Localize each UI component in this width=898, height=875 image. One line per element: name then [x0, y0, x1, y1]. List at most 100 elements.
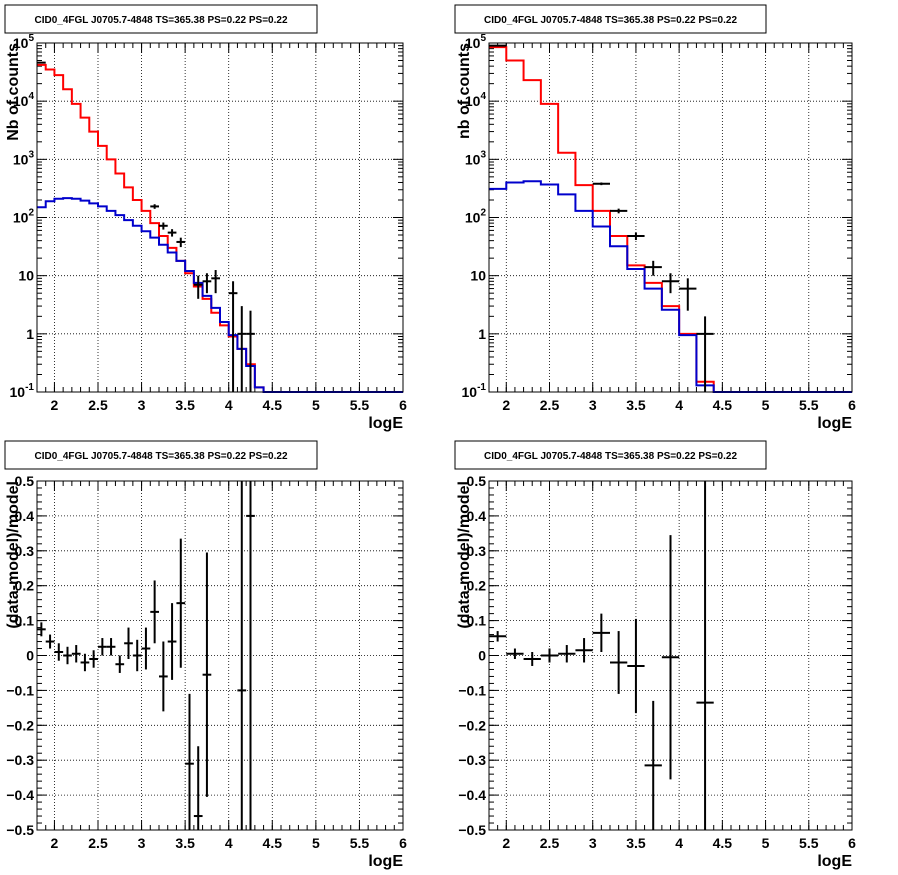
- y-tick-label: 0.3: [15, 543, 35, 559]
- x-tick-label: 6: [399, 835, 407, 851]
- y-tick-label: 10: [470, 268, 486, 284]
- x-tick-label: 2.5: [540, 397, 560, 413]
- y-tick-label: 1: [26, 326, 34, 342]
- y-tick-label: 0.4: [15, 508, 35, 524]
- x-tick-label: 2: [51, 835, 59, 851]
- y-tick-label: 102: [465, 208, 487, 226]
- title-box: [4, 4, 318, 34]
- data-point: [644, 260, 662, 276]
- x-tick-label: 5: [312, 397, 320, 413]
- chart-bottom-left: 2 2.5 3 3.5 4 4.5 5 5.5 6 −0.5 −0.4 −0.3 −0.2 −0.1 0 0.…: [4, 440, 407, 870]
- data-point: [150, 580, 159, 644]
- x-tick-label: 5: [312, 835, 320, 851]
- x-tick-label: 3: [138, 397, 146, 413]
- y-axis-title: nb of counts: [456, 43, 473, 139]
- x-tick-label: 3: [589, 397, 597, 413]
- data-point: [71, 645, 81, 663]
- data-point: [627, 618, 645, 714]
- data-point: [115, 655, 125, 673]
- x-tick-label: 2: [51, 397, 59, 413]
- y-tick-label: −0.1: [458, 682, 486, 698]
- data-point: [610, 208, 628, 214]
- data-point: [167, 603, 177, 680]
- data-point: [211, 270, 220, 294]
- chart-title: CID0_4FGL J0705.7-4848 TS=365.38 PS=0.22…: [484, 15, 737, 26]
- data-point: [575, 638, 593, 663]
- y-tick-label: 103: [465, 149, 487, 167]
- y-tick-label: 0.5: [467, 473, 487, 489]
- y-tick-label: 1: [478, 326, 486, 342]
- x-tick-label: 3.5: [175, 835, 195, 851]
- data-point: [592, 182, 610, 186]
- x-tick-label: 3.5: [626, 397, 646, 413]
- x-tick-label: 2: [502, 835, 510, 851]
- x-tick-label: 3.5: [626, 835, 646, 851]
- data-point: [89, 650, 98, 668]
- data-point: [132, 639, 142, 672]
- data-point: [98, 638, 107, 656]
- x-axis-title: logE: [817, 853, 852, 870]
- y-tick-label: −0.3: [458, 752, 486, 768]
- y-tick-label: 104: [13, 91, 35, 109]
- y-tick-label: 0.3: [467, 543, 487, 559]
- x-tick-label: 5.5: [350, 397, 370, 413]
- x-tick-label: 6: [848, 835, 856, 851]
- y-tick-label: 0.4: [467, 508, 487, 524]
- y-tick-label: −0.4: [6, 787, 34, 803]
- x-tick-label: 2.5: [540, 835, 560, 851]
- x-tick-label: 4.5: [263, 397, 283, 413]
- data-point: [124, 627, 133, 659]
- plot-frame: [488, 42, 853, 393]
- y-tick-label: −0.1: [6, 682, 34, 698]
- chart-bottom-right: 2 2.5 3 3.5 4 4.5 5 5.5 6 −0.5 −0.4 −0.3 −0.2 −0.1 0 0.…: [454, 440, 856, 870]
- data-point: [679, 278, 697, 311]
- x-tick-label: 6: [399, 397, 407, 413]
- data-point: [185, 693, 194, 830]
- x-tick-label: 2.5: [88, 397, 108, 413]
- y-axis-title: (data-model)/model: [456, 481, 473, 629]
- data-point: [193, 746, 203, 830]
- data-point: [167, 229, 177, 237]
- y-tick-label: 0.2: [15, 578, 35, 594]
- data-point: [80, 653, 90, 672]
- plot-frame: [488, 480, 853, 831]
- data-point: [540, 648, 559, 663]
- y-tick-label: 0: [26, 648, 34, 664]
- data-point: [176, 538, 186, 668]
- data-point: [228, 281, 238, 392]
- y-tick-label: −0.2: [6, 717, 34, 733]
- y-tick-label: 105: [13, 33, 35, 51]
- x-tick-label: 4: [675, 397, 683, 413]
- y-tick-label: −0.5: [458, 822, 486, 838]
- x-tick-label: 4: [225, 835, 233, 851]
- data-point: [246, 481, 255, 830]
- data-point: [141, 627, 151, 670]
- data-point: [696, 481, 714, 830]
- x-tick-label: 2: [502, 397, 510, 413]
- data-point: [592, 613, 610, 653]
- x-tick-label: 4: [675, 835, 683, 851]
- data-point: [176, 237, 186, 248]
- title-box: [454, 440, 767, 470]
- x-tick-label: 6: [848, 397, 856, 413]
- y-tick-label: 0.1: [15, 613, 35, 629]
- chart-title: CID0_4FGL J0705.7-4848 TS=365.38 PS=0.22…: [484, 451, 737, 462]
- y-tick-label: −0.4: [458, 787, 486, 803]
- data-point: [150, 204, 159, 209]
- x-tick-label: 5.5: [350, 835, 370, 851]
- x-tick-label: 4.5: [713, 397, 733, 413]
- data-point: [627, 232, 645, 241]
- data-point: [63, 646, 72, 665]
- y-tick-label: 103: [13, 149, 35, 167]
- y-tick-label: 0.5: [15, 473, 35, 489]
- title-box: [454, 4, 767, 34]
- y-axis-title: (data-model)/model: [5, 481, 22, 629]
- chart-top-left: 2 2.5 3 3.5 4 4.5 5 5.5 6 10-1 1 10 102 103 104 105 logE…: [4, 4, 407, 432]
- y-tick-label: 10-1: [462, 382, 487, 400]
- x-tick-label: 4: [225, 397, 233, 413]
- y-tick-label: −0.3: [6, 752, 34, 768]
- chart-title: CID0_4FGL J0705.7-4848 TS=365.38 PS=0.22…: [34, 451, 287, 462]
- y-tick-label: 102: [13, 208, 35, 226]
- chart-top-right: 2 2.5 3 3.5 4 4.5 5 5.5 6 10-1 1 10 102 103 104 105 logE…: [454, 4, 856, 432]
- data-point: [696, 316, 714, 392]
